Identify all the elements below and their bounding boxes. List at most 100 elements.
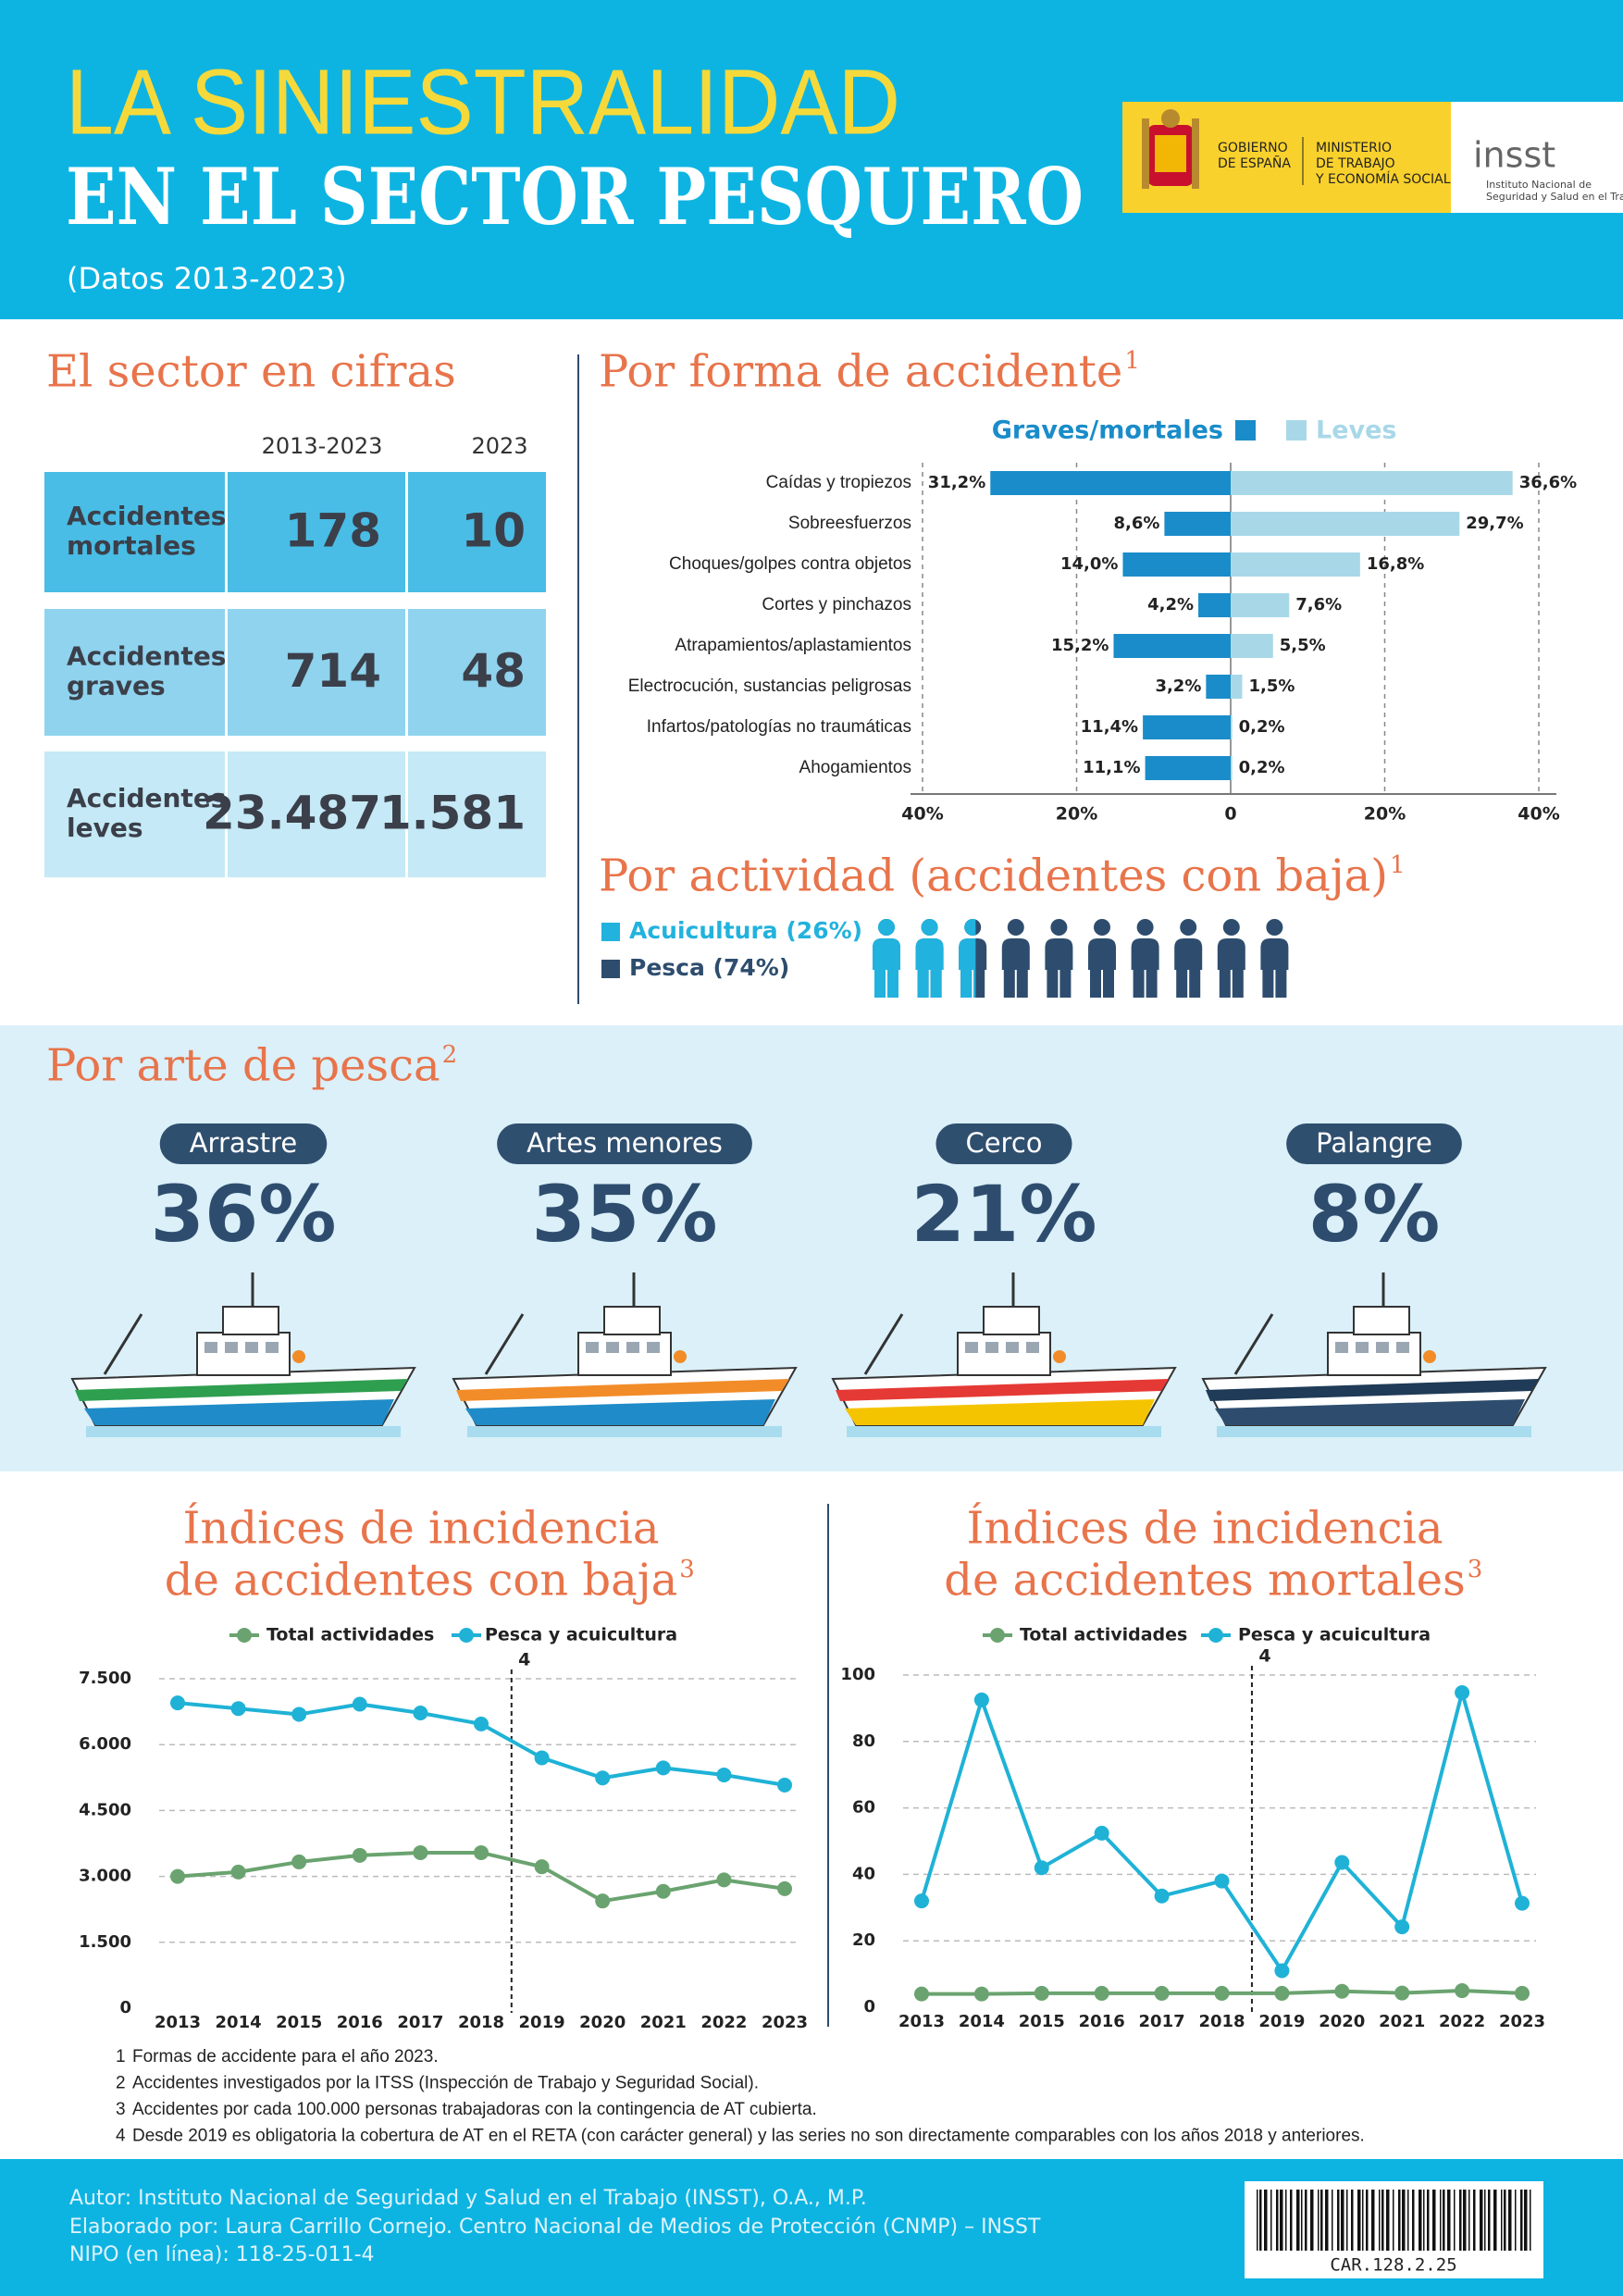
data-point xyxy=(474,1844,489,1860)
bar-stripe xyxy=(1402,2190,1406,2251)
bar xyxy=(1206,675,1231,699)
bar-stripe xyxy=(1301,2190,1303,2251)
item-value: 35% xyxy=(531,1169,717,1260)
data-point xyxy=(534,1859,550,1875)
bar xyxy=(1231,634,1273,658)
row-label: mortales xyxy=(67,530,196,561)
value-label: 11,1% xyxy=(1083,758,1140,777)
hull-bottom xyxy=(465,1399,775,1425)
bar-stripe xyxy=(1454,2190,1456,2251)
y-tick-label: 6.000 xyxy=(79,1734,131,1754)
data-point xyxy=(1455,1685,1470,1701)
chart-title: Por actividad (accidentes con baja) xyxy=(599,850,1388,902)
data-point xyxy=(352,1696,367,1712)
window xyxy=(586,1342,599,1353)
window xyxy=(1356,1342,1369,1353)
person-icon xyxy=(873,919,900,998)
category-label: Choques/golpes contra objetos xyxy=(669,554,911,574)
bar xyxy=(1113,634,1231,658)
table-row xyxy=(44,751,546,877)
cell-value: 48 xyxy=(461,644,526,698)
bar-stripe xyxy=(1501,2190,1503,2251)
data-point xyxy=(413,1844,428,1860)
footnote-number: 1 xyxy=(116,2047,126,2066)
pill xyxy=(935,1123,1072,1164)
annotation-label: 4 xyxy=(1258,1646,1270,1667)
window xyxy=(266,1342,279,1353)
window xyxy=(1026,1342,1039,1353)
legend-swatch xyxy=(601,960,620,978)
data-point xyxy=(655,1760,671,1776)
footnote-number: 2 xyxy=(116,2074,126,2093)
buoy xyxy=(292,1350,305,1363)
bar-stripe xyxy=(1440,2190,1442,2251)
value-label: 14,0% xyxy=(1060,554,1118,574)
legend-label: Pesca y acuicultura xyxy=(1238,1625,1431,1645)
data-point xyxy=(534,1750,550,1766)
bar-stripe xyxy=(1264,2190,1268,2251)
row-label: graves xyxy=(67,671,166,701)
data-point xyxy=(170,1868,185,1884)
person-icon xyxy=(959,919,976,998)
cell-value: 10 xyxy=(461,504,526,558)
footnotes: 1 Formas de accidente para el año 2023. 2 A… xyxy=(116,2047,1365,2146)
legend-label: Pesca (74%) xyxy=(629,954,789,981)
rig xyxy=(1233,1313,1274,1375)
escudo xyxy=(1142,109,1199,189)
person-icon xyxy=(915,919,944,998)
title-line2: EN EL SECTOR PESQUERO xyxy=(66,151,1084,242)
logo-text: Seguridad y Salud en el Trabajo xyxy=(1486,191,1623,203)
legend-label: Acuicultura (26%) xyxy=(629,917,862,944)
legend-dot xyxy=(1208,1628,1223,1643)
x-tick-label: 2014 xyxy=(959,2012,1005,2031)
x-tick-label: 40% xyxy=(901,804,943,825)
value-label: 0,2% xyxy=(1239,717,1285,737)
value-label: 3,2% xyxy=(1155,676,1201,696)
data-point xyxy=(1094,1825,1109,1841)
cell-sep xyxy=(405,472,408,592)
cell-value: 23.487 xyxy=(203,787,381,840)
cabin xyxy=(196,1332,291,1376)
footer-line: Elaborado por: Laura Carrillo Cornejo. C… xyxy=(69,2215,1041,2239)
bar-stripe xyxy=(1320,2190,1323,2251)
logo-text: Instituto Nacional de xyxy=(1486,179,1592,191)
data-point xyxy=(1394,1985,1410,2001)
data-point xyxy=(1274,1985,1290,2001)
bar-stripe xyxy=(1366,2190,1369,2251)
rig xyxy=(863,1313,904,1375)
bar-stripe xyxy=(1412,2190,1415,2251)
cell-sep xyxy=(405,751,408,877)
x-tick-label: 2014 xyxy=(216,2013,262,2032)
bar-stripe xyxy=(1318,2190,1319,2251)
value-label: 4,2% xyxy=(1147,595,1194,614)
bar-stripe xyxy=(1480,2190,1483,2251)
data-point xyxy=(1394,1919,1410,1935)
bar xyxy=(1231,715,1233,739)
column-header: 2023 xyxy=(471,433,527,459)
data-point xyxy=(291,1706,307,1722)
window xyxy=(225,1342,238,1353)
footnote-text: Formas de accidente para el año 2023. xyxy=(132,2047,439,2066)
cabin xyxy=(957,1332,1051,1376)
person-icon xyxy=(1260,919,1289,998)
bar-stripe xyxy=(1463,2190,1467,2251)
data-point xyxy=(716,1767,732,1782)
cabin xyxy=(577,1332,672,1376)
category-label: Electrocución, sustancias peligrosas xyxy=(628,676,911,696)
bar-stripe xyxy=(1332,2190,1333,2251)
legend-swatch xyxy=(1286,420,1307,441)
window xyxy=(1396,1342,1409,1353)
item-value: 36% xyxy=(150,1169,336,1260)
x-tick-label: 2017 xyxy=(1139,2012,1185,2031)
x-tick-label: 2018 xyxy=(1198,2012,1245,2031)
bar-stripe xyxy=(1520,2190,1523,2251)
hull-stripe xyxy=(836,1379,1169,1401)
x-tick-label: 2013 xyxy=(898,2012,945,2031)
barcode xyxy=(1257,2190,1531,2251)
window xyxy=(1006,1342,1019,1353)
series-line xyxy=(920,1691,1524,1973)
cell-sep xyxy=(225,609,228,736)
y-tick-label: 7.500 xyxy=(79,1669,131,1688)
y-tick-label: 80 xyxy=(852,1731,875,1751)
